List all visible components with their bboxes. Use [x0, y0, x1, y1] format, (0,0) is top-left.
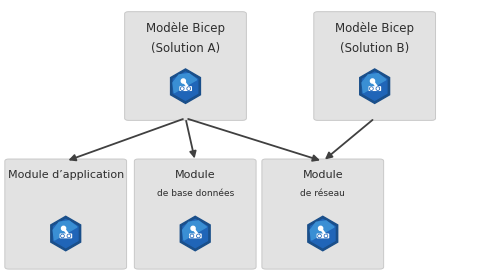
Ellipse shape	[370, 88, 371, 89]
Polygon shape	[170, 69, 200, 103]
Polygon shape	[362, 72, 386, 100]
Text: Module d’application: Module d’application	[8, 170, 123, 180]
Polygon shape	[51, 216, 80, 251]
Ellipse shape	[187, 88, 189, 89]
Ellipse shape	[68, 235, 70, 237]
Ellipse shape	[197, 234, 199, 237]
FancyBboxPatch shape	[189, 234, 201, 238]
FancyBboxPatch shape	[179, 86, 192, 91]
Ellipse shape	[318, 226, 322, 230]
Ellipse shape	[61, 234, 64, 237]
Ellipse shape	[376, 88, 378, 89]
Polygon shape	[362, 74, 385, 93]
Ellipse shape	[324, 234, 327, 237]
FancyBboxPatch shape	[313, 12, 435, 120]
Ellipse shape	[190, 234, 193, 237]
FancyBboxPatch shape	[60, 234, 72, 238]
Text: (Solution A): (Solution A)	[151, 42, 220, 55]
Polygon shape	[310, 219, 334, 248]
Ellipse shape	[67, 234, 70, 237]
Polygon shape	[180, 216, 210, 251]
Polygon shape	[173, 72, 197, 100]
Ellipse shape	[61, 226, 65, 230]
FancyBboxPatch shape	[134, 159, 256, 269]
Text: Module: Module	[175, 170, 215, 180]
FancyBboxPatch shape	[124, 12, 246, 120]
Text: Modèle Bicep: Modèle Bicep	[146, 22, 225, 35]
Ellipse shape	[318, 234, 320, 237]
Text: Modèle Bicep: Modèle Bicep	[334, 22, 413, 35]
Text: de base données: de base données	[156, 189, 233, 198]
FancyBboxPatch shape	[316, 234, 329, 238]
Polygon shape	[53, 221, 77, 240]
Ellipse shape	[376, 87, 378, 90]
Polygon shape	[310, 221, 333, 240]
Text: Module: Module	[302, 170, 342, 180]
Ellipse shape	[318, 235, 319, 237]
Ellipse shape	[191, 226, 195, 230]
Ellipse shape	[61, 235, 63, 237]
FancyBboxPatch shape	[368, 86, 380, 91]
Polygon shape	[173, 74, 197, 93]
Polygon shape	[307, 216, 337, 251]
Polygon shape	[359, 69, 389, 103]
FancyBboxPatch shape	[261, 159, 383, 269]
Ellipse shape	[181, 79, 185, 83]
Text: (Solution B): (Solution B)	[339, 42, 408, 55]
Text: de réseau: de réseau	[300, 189, 345, 198]
Ellipse shape	[181, 88, 182, 89]
Ellipse shape	[191, 235, 192, 237]
Ellipse shape	[197, 235, 199, 237]
Polygon shape	[53, 219, 78, 248]
Polygon shape	[182, 221, 206, 240]
Ellipse shape	[324, 235, 326, 237]
FancyBboxPatch shape	[5, 159, 126, 269]
Ellipse shape	[181, 87, 183, 90]
Polygon shape	[182, 219, 207, 248]
Ellipse shape	[369, 87, 372, 90]
Ellipse shape	[187, 87, 190, 90]
Ellipse shape	[370, 79, 374, 83]
